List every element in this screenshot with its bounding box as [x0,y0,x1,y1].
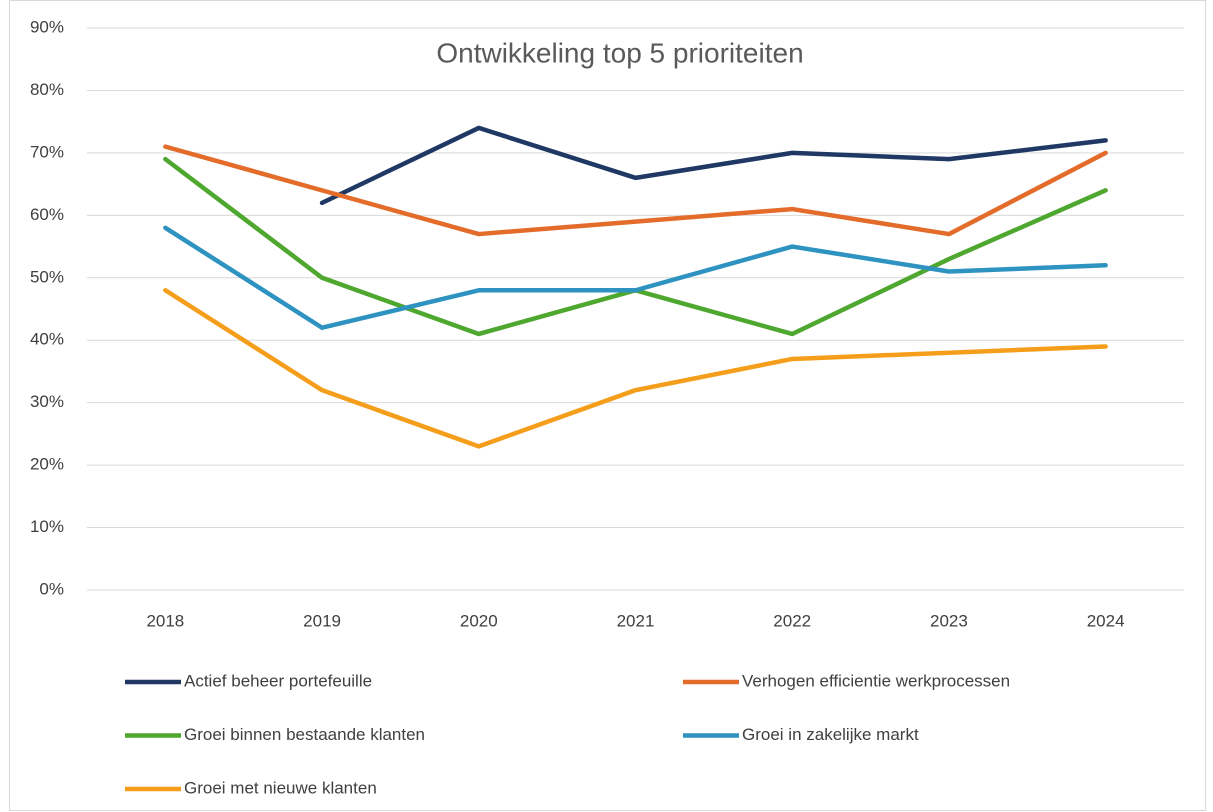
x-tick-label: 2023 [930,611,968,630]
y-tick-label: 60% [30,205,64,224]
legend-label: Verhogen efficientie werkprocessen [742,671,1010,690]
legend-label: Actief beheer portefeuille [184,671,372,690]
x-tick-label: 2018 [146,611,184,630]
series-line [163,144,1108,237]
legend-label: Groei binnen bestaande klanten [184,725,425,744]
y-tick-label: 50% [30,267,64,286]
x-tick-label: 2021 [617,611,655,630]
y-tick-label: 40% [30,330,64,349]
legend-label: Groei met nieuwe klanten [184,778,377,797]
x-tick-label: 2019 [303,611,341,630]
x-tick-label: 2022 [773,611,811,630]
y-tick-label: 30% [30,392,64,411]
chart-border [9,0,1206,811]
y-tick-label: 70% [30,142,64,161]
series-line [163,288,1108,449]
chart-title: Ontwikkeling top 5 prioriteiten [436,37,803,68]
y-tick-label: 90% [30,17,64,36]
y-tick-label: 10% [30,517,64,536]
y-tick-label: 80% [30,80,64,99]
x-tick-label: 2020 [460,611,498,630]
series-line [163,225,1108,330]
series-line [319,125,1108,206]
legend-label: Groei in zakelijke markt [742,725,919,744]
x-tick-label: 2024 [1087,611,1125,630]
y-tick-label: 0% [39,579,64,598]
y-tick-label: 20% [30,455,64,474]
